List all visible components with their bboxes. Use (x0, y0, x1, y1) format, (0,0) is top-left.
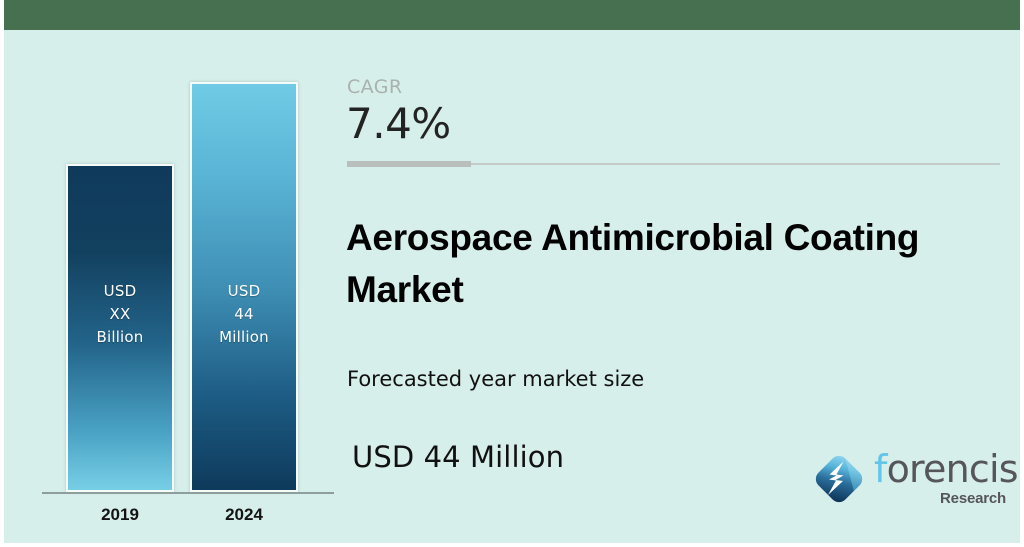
x-tick-2024: 2024 (225, 505, 263, 524)
bar-2019-amount: XX (109, 305, 131, 323)
x-axis-line (42, 492, 334, 494)
bar-2024-currency: USD (227, 282, 261, 300)
page-title: Aerospace Antimicrobial Coating Market (346, 217, 920, 310)
bars-container: USD XX Billion USD 44 Million (42, 82, 334, 492)
x-tick-2019: 2019 (101, 505, 139, 524)
logo-word-rest: orencis (886, 447, 1019, 491)
forencis-research-logo: forencis Research (808, 440, 1019, 522)
x-axis-tick-labels: 2019 2024 (42, 505, 334, 531)
bar-2019-currency: USD (103, 282, 137, 300)
forecast-value: USD 44 Million (352, 440, 565, 474)
bar-2019-unit: Billion (96, 328, 144, 346)
cagr-label: CAGR (347, 76, 403, 98)
cagr-value: 7.4% (346, 99, 451, 148)
bar-2024-label: USD 44 Million (192, 280, 296, 349)
top-green-band (4, 0, 1020, 30)
logo-word-forencis: forencis (874, 447, 1019, 491)
bar-2024: USD 44 Million (190, 82, 298, 492)
bar-2024-unit: Million (219, 328, 269, 346)
section-divider (347, 161, 1000, 167)
bar-2019-label: USD XX Billion (68, 280, 172, 349)
forecast-subtitle: Forecasted year market size (347, 367, 645, 391)
content-column: CAGR 7.4% Aerospace Antimicrobial Coatin… (346, 30, 1020, 543)
forencis-diamond-logo-icon (808, 448, 870, 510)
logo-lead-letter: f (874, 447, 887, 491)
logo-wordmark: forencis Research (874, 448, 1019, 510)
bar-2024-amount: 44 (234, 305, 254, 323)
divider-thick-segment (347, 161, 471, 167)
bar-2019: USD XX Billion (66, 164, 174, 492)
logo-subtext-research: Research (940, 490, 1006, 507)
divider-thin-line (347, 163, 1000, 165)
bar-chart: USD XX Billion USD 44 Million 2019 2024 (4, 30, 344, 543)
